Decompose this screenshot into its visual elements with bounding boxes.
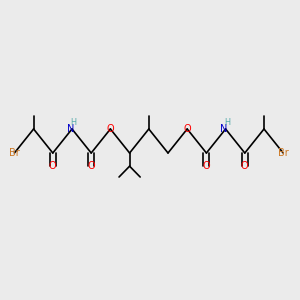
Text: O: O (87, 161, 95, 171)
Text: H: H (70, 118, 76, 127)
Text: H: H (224, 118, 230, 127)
Text: Br: Br (278, 148, 289, 158)
Text: O: O (49, 161, 57, 171)
Text: O: O (106, 124, 114, 134)
Text: O: O (202, 161, 210, 171)
Text: Br: Br (9, 148, 20, 158)
Text: O: O (183, 124, 191, 134)
Text: N: N (220, 124, 228, 134)
Text: O: O (241, 161, 249, 171)
Text: N: N (67, 124, 74, 134)
